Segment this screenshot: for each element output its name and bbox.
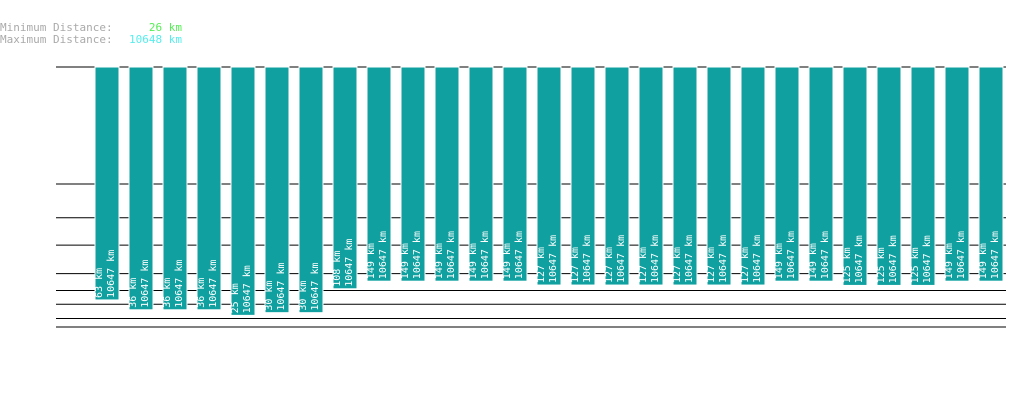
summary-label: Maximum Distance: — [0, 33, 113, 46]
value-label: 149 km — [944, 243, 955, 279]
value-label: 10647 km — [446, 231, 457, 279]
bar — [740, 66, 766, 286]
value-label: 149 km — [434, 243, 445, 279]
value-label: 10647 km — [480, 231, 491, 279]
value-label: 127 km — [536, 247, 547, 283]
value-label: 36 km — [196, 278, 207, 308]
bar — [230, 66, 256, 316]
value-label: 10647 km — [208, 260, 219, 308]
value-label: 10647 km — [276, 262, 287, 310]
value-label: 10647 km — [990, 231, 1001, 279]
value-label: 10647 km — [548, 235, 559, 283]
value-label: 149 km — [400, 243, 411, 279]
value-label: 10647 km — [650, 235, 661, 283]
value-label: 10647 km — [242, 265, 253, 313]
bar — [876, 66, 902, 286]
summary-value: 10648 km — [129, 33, 182, 46]
value-label: 127 km — [740, 247, 751, 283]
value-label: 10647 km — [956, 231, 967, 279]
value-label: 36 km — [162, 278, 173, 308]
value-label: 10647 km — [616, 235, 627, 283]
value-label: 149 km — [468, 243, 479, 279]
value-label: 149 km — [502, 243, 513, 279]
bar — [944, 66, 970, 282]
value-label: 30 km — [264, 281, 275, 311]
value-label: 10647 km — [752, 235, 763, 283]
value-label: 125 km — [876, 247, 887, 283]
bar — [94, 66, 120, 301]
bar — [162, 66, 188, 311]
value-label: 127 km — [638, 247, 649, 283]
value-label: 10647 km — [786, 231, 797, 279]
bar — [264, 66, 290, 314]
bar — [706, 66, 732, 286]
bar — [570, 66, 596, 286]
value-label: 10647 km — [412, 231, 423, 279]
value-label: 10647 km — [582, 235, 593, 283]
value-label: 149 km — [774, 243, 785, 279]
value-label: 149 km — [366, 243, 377, 279]
value-label: 10647 km — [514, 231, 525, 279]
bar — [332, 66, 358, 290]
bar — [808, 66, 834, 282]
bar — [774, 66, 800, 282]
value-label: 25 km — [230, 283, 241, 313]
value-label: 10647 km — [378, 231, 389, 279]
value-label: 30 km — [298, 281, 309, 311]
value-label: 127 km — [570, 247, 581, 283]
bar — [536, 66, 562, 286]
bar — [434, 66, 460, 282]
bar — [366, 66, 392, 282]
summary-label: Minimum Distance: — [0, 21, 113, 34]
bar — [978, 66, 1004, 282]
bar — [910, 66, 936, 286]
value-label: 108 km — [332, 251, 343, 287]
value-label: 10647 km — [140, 260, 151, 308]
value-label: 10647 km — [820, 231, 831, 279]
value-label: 10647 km — [922, 235, 933, 283]
bar — [128, 66, 154, 311]
bar — [502, 66, 528, 282]
value-label: 127 km — [604, 247, 615, 283]
bar — [638, 66, 664, 286]
value-label: 149 km — [978, 243, 989, 279]
bar — [604, 66, 630, 286]
bar — [298, 66, 324, 314]
value-label: 10647 km — [684, 235, 695, 283]
value-label: 127 km — [706, 247, 717, 283]
bar — [672, 66, 698, 286]
value-label: 10647 km — [310, 262, 321, 310]
value-label: 10647 km — [718, 235, 729, 283]
value-label: 10647 km — [106, 250, 117, 298]
value-label: 10647 km — [854, 235, 865, 283]
value-label: 149 km — [808, 243, 819, 279]
value-label: 10647 km — [174, 260, 185, 308]
value-label: 63 km — [94, 268, 105, 298]
bar — [842, 66, 868, 286]
summary-value: 26 km — [149, 21, 182, 34]
value-label: 36 km — [128, 278, 139, 308]
bar — [196, 66, 222, 311]
value-label: 10647 km — [344, 239, 355, 287]
bar — [400, 66, 426, 282]
value-label: 127 km — [672, 247, 683, 283]
value-label: 125 km — [910, 247, 921, 283]
value-label: 10647 km — [888, 235, 899, 283]
bar — [468, 66, 494, 282]
value-label: 125 km — [842, 247, 853, 283]
